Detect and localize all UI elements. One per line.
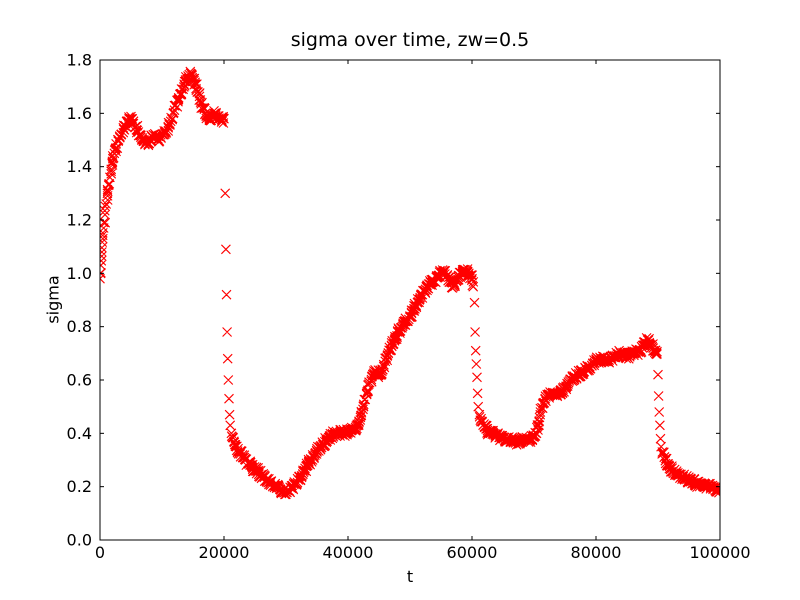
- x-axis-label: t: [406, 567, 414, 586]
- y-tick-label: 0.6: [67, 371, 92, 390]
- x-tick-label: 20000: [199, 543, 250, 562]
- y-tick-label: 1.2: [67, 211, 92, 230]
- y-axis-label: sigma: [43, 275, 63, 324]
- y-tick-label: 1.4: [67, 157, 92, 176]
- plot-frame: [99, 59, 721, 541]
- y-tick-label: 0.2: [67, 477, 92, 496]
- x-tick-label: 0: [95, 543, 105, 562]
- y-tick-label: 1.0: [67, 264, 92, 283]
- y-tick-label: 1.6: [67, 104, 92, 123]
- x-tick-label: 100000: [689, 543, 750, 562]
- y-tick-label: 1.8: [67, 51, 92, 70]
- y-tick-label: 0.4: [67, 424, 92, 443]
- x-tick-label: 60000: [447, 543, 498, 562]
- y-tick-label: 0.0: [67, 531, 92, 550]
- x-tick-label: 80000: [571, 543, 622, 562]
- chart-title: sigma over time, zw=0.5: [290, 29, 530, 51]
- y-tick-label: 0.8: [67, 317, 92, 336]
- x-tick-label: 40000: [323, 543, 374, 562]
- scatter-series-sigma: [99, 66, 721, 500]
